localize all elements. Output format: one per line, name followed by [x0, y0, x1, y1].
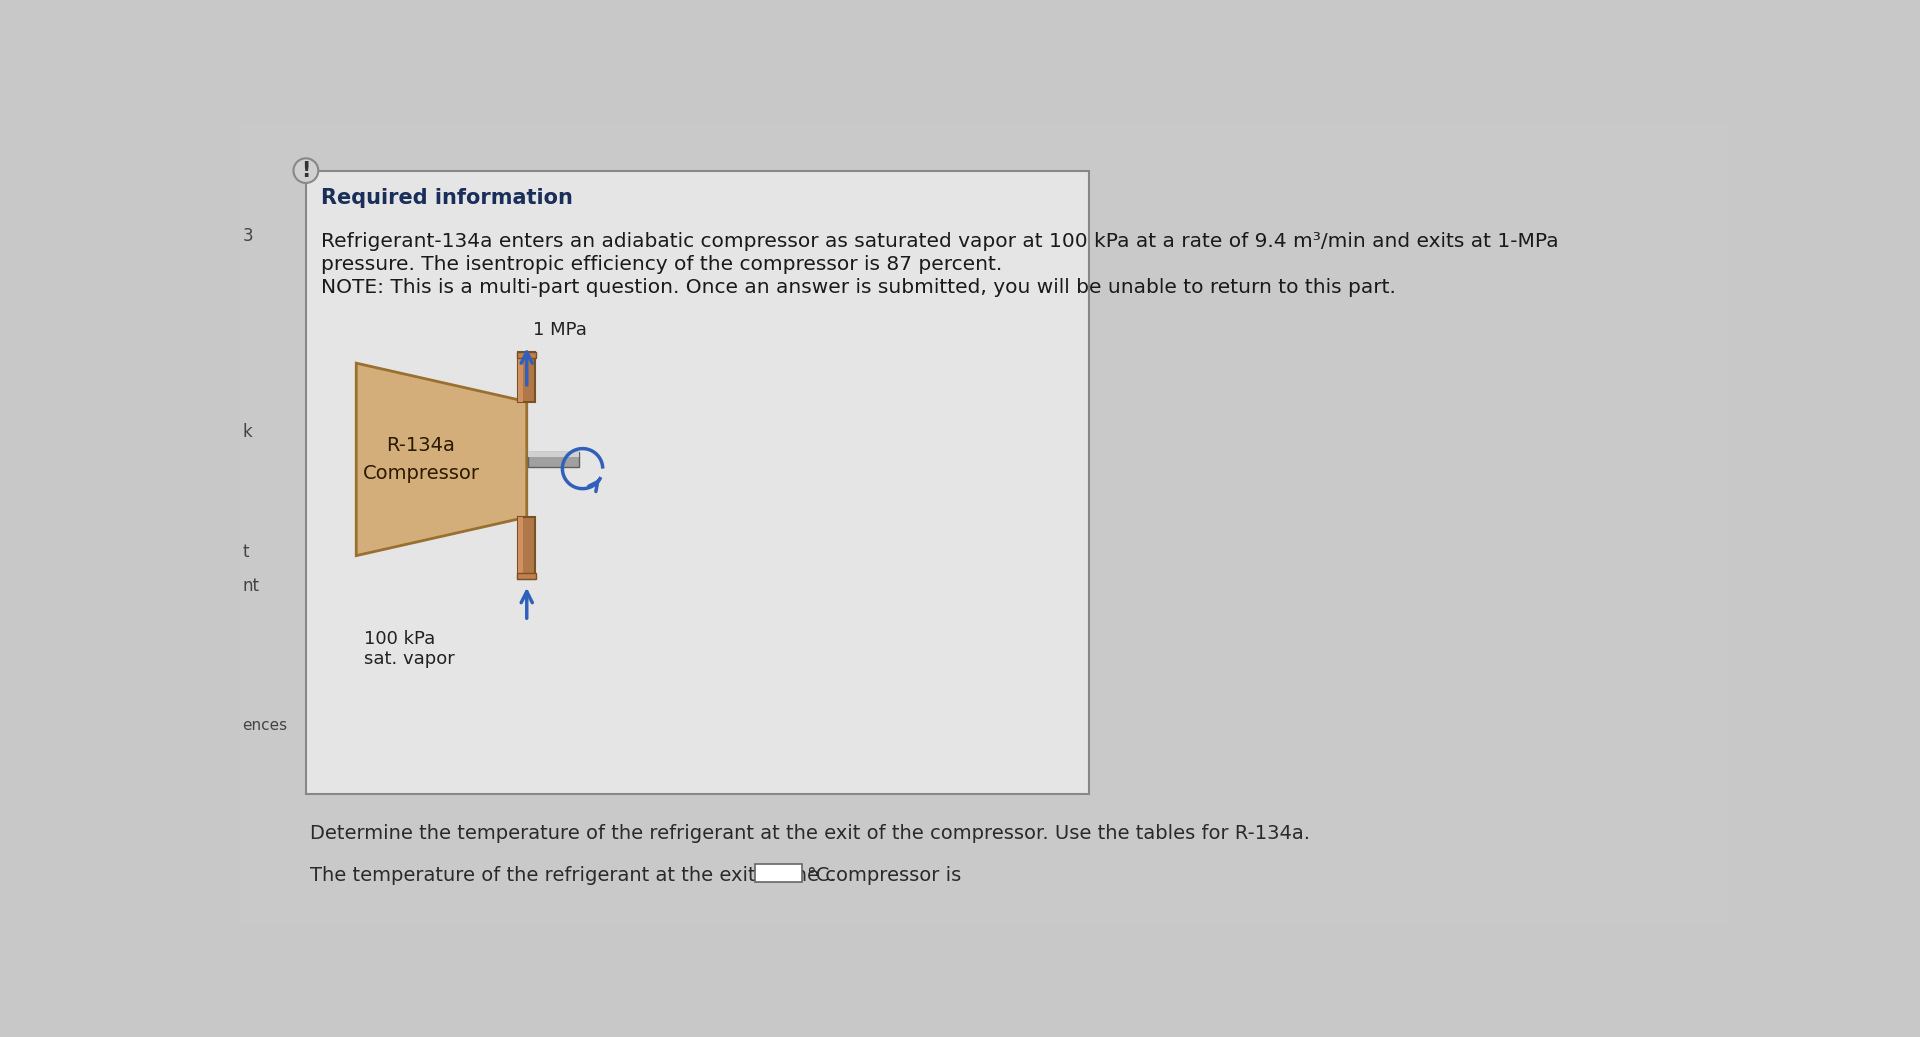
Text: sat. vapor: sat. vapor — [365, 650, 455, 669]
Bar — [755, 864, 803, 882]
Text: NOTE: This is a multi-part question. Once an answer is submitted, you will be un: NOTE: This is a multi-part question. Onc… — [321, 279, 1396, 298]
Bar — [518, 517, 524, 579]
Text: ences: ences — [242, 718, 288, 732]
Bar — [518, 572, 536, 579]
Text: k: k — [242, 423, 252, 442]
Polygon shape — [357, 363, 526, 556]
Text: pressure. The isentropic efficiency of the compressor is 87 percent.: pressure. The isentropic efficiency of t… — [321, 255, 1002, 275]
Text: R-134a: R-134a — [386, 436, 455, 455]
Bar — [528, 452, 578, 467]
Text: Determine the temperature of the refrigerant at the exit of the compressor. Use : Determine the temperature of the refrige… — [309, 823, 1309, 843]
Text: °C.: °C. — [806, 866, 835, 885]
Text: nt: nt — [242, 578, 259, 595]
Bar — [518, 352, 536, 401]
Text: 1 MPa: 1 MPa — [534, 321, 588, 339]
Bar — [518, 352, 524, 401]
Text: 100 kPa: 100 kPa — [365, 630, 436, 648]
Text: Refrigerant-134a enters an adiabatic compressor as saturated vapor at 100 kPa at: Refrigerant-134a enters an adiabatic com… — [321, 232, 1559, 251]
Text: 3: 3 — [242, 227, 253, 245]
Text: !: ! — [301, 161, 311, 180]
Bar — [305, 171, 1089, 794]
Text: Required information: Required information — [321, 188, 574, 207]
Text: Compressor: Compressor — [363, 464, 480, 483]
Bar — [528, 452, 578, 457]
Text: t: t — [242, 542, 250, 561]
Bar — [518, 352, 536, 358]
Text: The temperature of the refrigerant at the exit of the compressor is: The temperature of the refrigerant at th… — [309, 866, 962, 885]
Circle shape — [294, 159, 319, 183]
Bar — [518, 517, 536, 579]
